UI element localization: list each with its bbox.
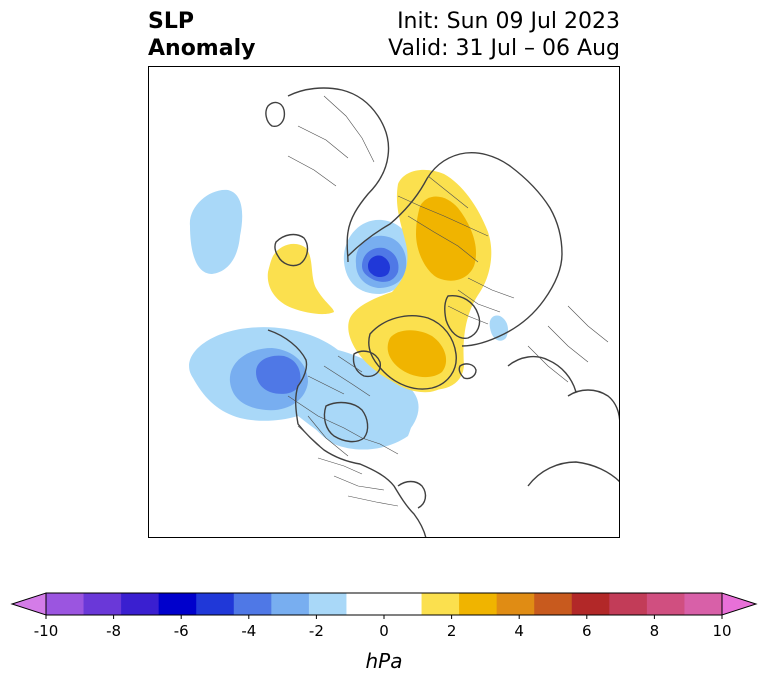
colorbar-cell [158,593,197,615]
boundary-us-canada [287,395,399,455]
init-date: Init: Sun 09 Jul 2023 [397,9,620,34]
colorbar-ticks: -10 -8 -6 -4 -2 0 2 4 6 8 10 [34,615,732,640]
coastline-eurasia [347,152,563,347]
coastline-greenland [368,315,457,390]
boundary-europe [447,277,515,325]
coastline-scandinavia [443,295,481,339]
title-line-1: SLP [148,9,194,34]
colorbar: -10 -8 -6 -4 -2 0 2 4 6 8 10 hPa [10,592,758,673]
anomaly-fill-greenland-high-core [387,330,447,378]
colorbar-tick-label: -6 [174,622,189,640]
colorbar-tick-label: -4 [241,622,256,640]
coastline-africa [527,461,620,487]
colorbar-cell [233,593,272,615]
political-boundaries [287,95,609,507]
colorbar-cell [384,593,423,615]
colorbar-tick-label: -2 [309,622,324,640]
colorbar-tick-label: 4 [514,622,524,640]
colorbar-cell [196,593,235,615]
boundary-us-states [297,415,399,507]
map-frame [148,66,620,538]
coastline-iceland [458,363,477,380]
title-line-2: Anomaly [148,36,256,61]
coastline-alaska [274,233,309,267]
valid-range: Valid: 31 Jul – 06 Aug [388,36,620,61]
coastline-mediterranean [507,355,577,393]
colorbar-cell [609,593,648,615]
colorbar-cell [571,593,610,615]
colorbar-cell [308,593,347,615]
colorbar-extend-min [10,592,47,616]
colorbar-cell [83,593,122,615]
colorbar-tick-label: 10 [712,622,731,640]
coastline-north-america [267,329,427,538]
colorbar-cell [46,593,85,615]
colorbar-unit-label: hPa [366,649,403,673]
colorbar-cell [271,593,310,615]
colorbar-cell [684,593,723,615]
colorbar-extend-max [721,592,758,616]
coastline-japan [265,101,286,127]
anomaly-fill-nw-atlantic-high [267,243,334,315]
boundary-russia [397,175,489,263]
colorbar-cell [346,593,385,615]
anomaly-fill-siberia-low [189,189,243,274]
colorbar-tick-label: -10 [34,622,59,640]
boundary-asia [287,95,375,187]
colorbar-cell [534,593,573,615]
coastline-hudson-bay [323,401,369,443]
colorbar-tick-label: 0 [379,622,389,640]
colorbar-cell [121,593,160,615]
colorbar-tick-label: 8 [650,622,660,640]
colorbar-cells [10,592,758,616]
boundary-middle-east [527,305,609,383]
colorbar-tick-label: 6 [582,622,592,640]
coastline-east-asia [287,87,390,263]
colorbar-cell [496,593,535,615]
colorbar-tick-label: 2 [447,622,457,640]
anomaly-fill-scandinavia-high-core [416,196,477,281]
map-title: SLP Anomaly [148,8,255,62]
colorbar-tick-label: -8 [106,622,121,640]
coastline-caribbean [397,480,427,509]
forecast-dates: Init: Sun 09 Jul 2023 Valid: 31 Jul – 06… [388,8,620,62]
colorbar-cell [459,593,498,615]
colorbar-cell [421,593,460,615]
anomaly-fill-arctic-low-center [368,255,390,277]
colorbar-cell [646,593,685,615]
boundary-canada-provinces [307,355,371,397]
anomaly-fill-pacific-low-core [256,355,301,394]
slp-anomaly-map [148,66,620,538]
